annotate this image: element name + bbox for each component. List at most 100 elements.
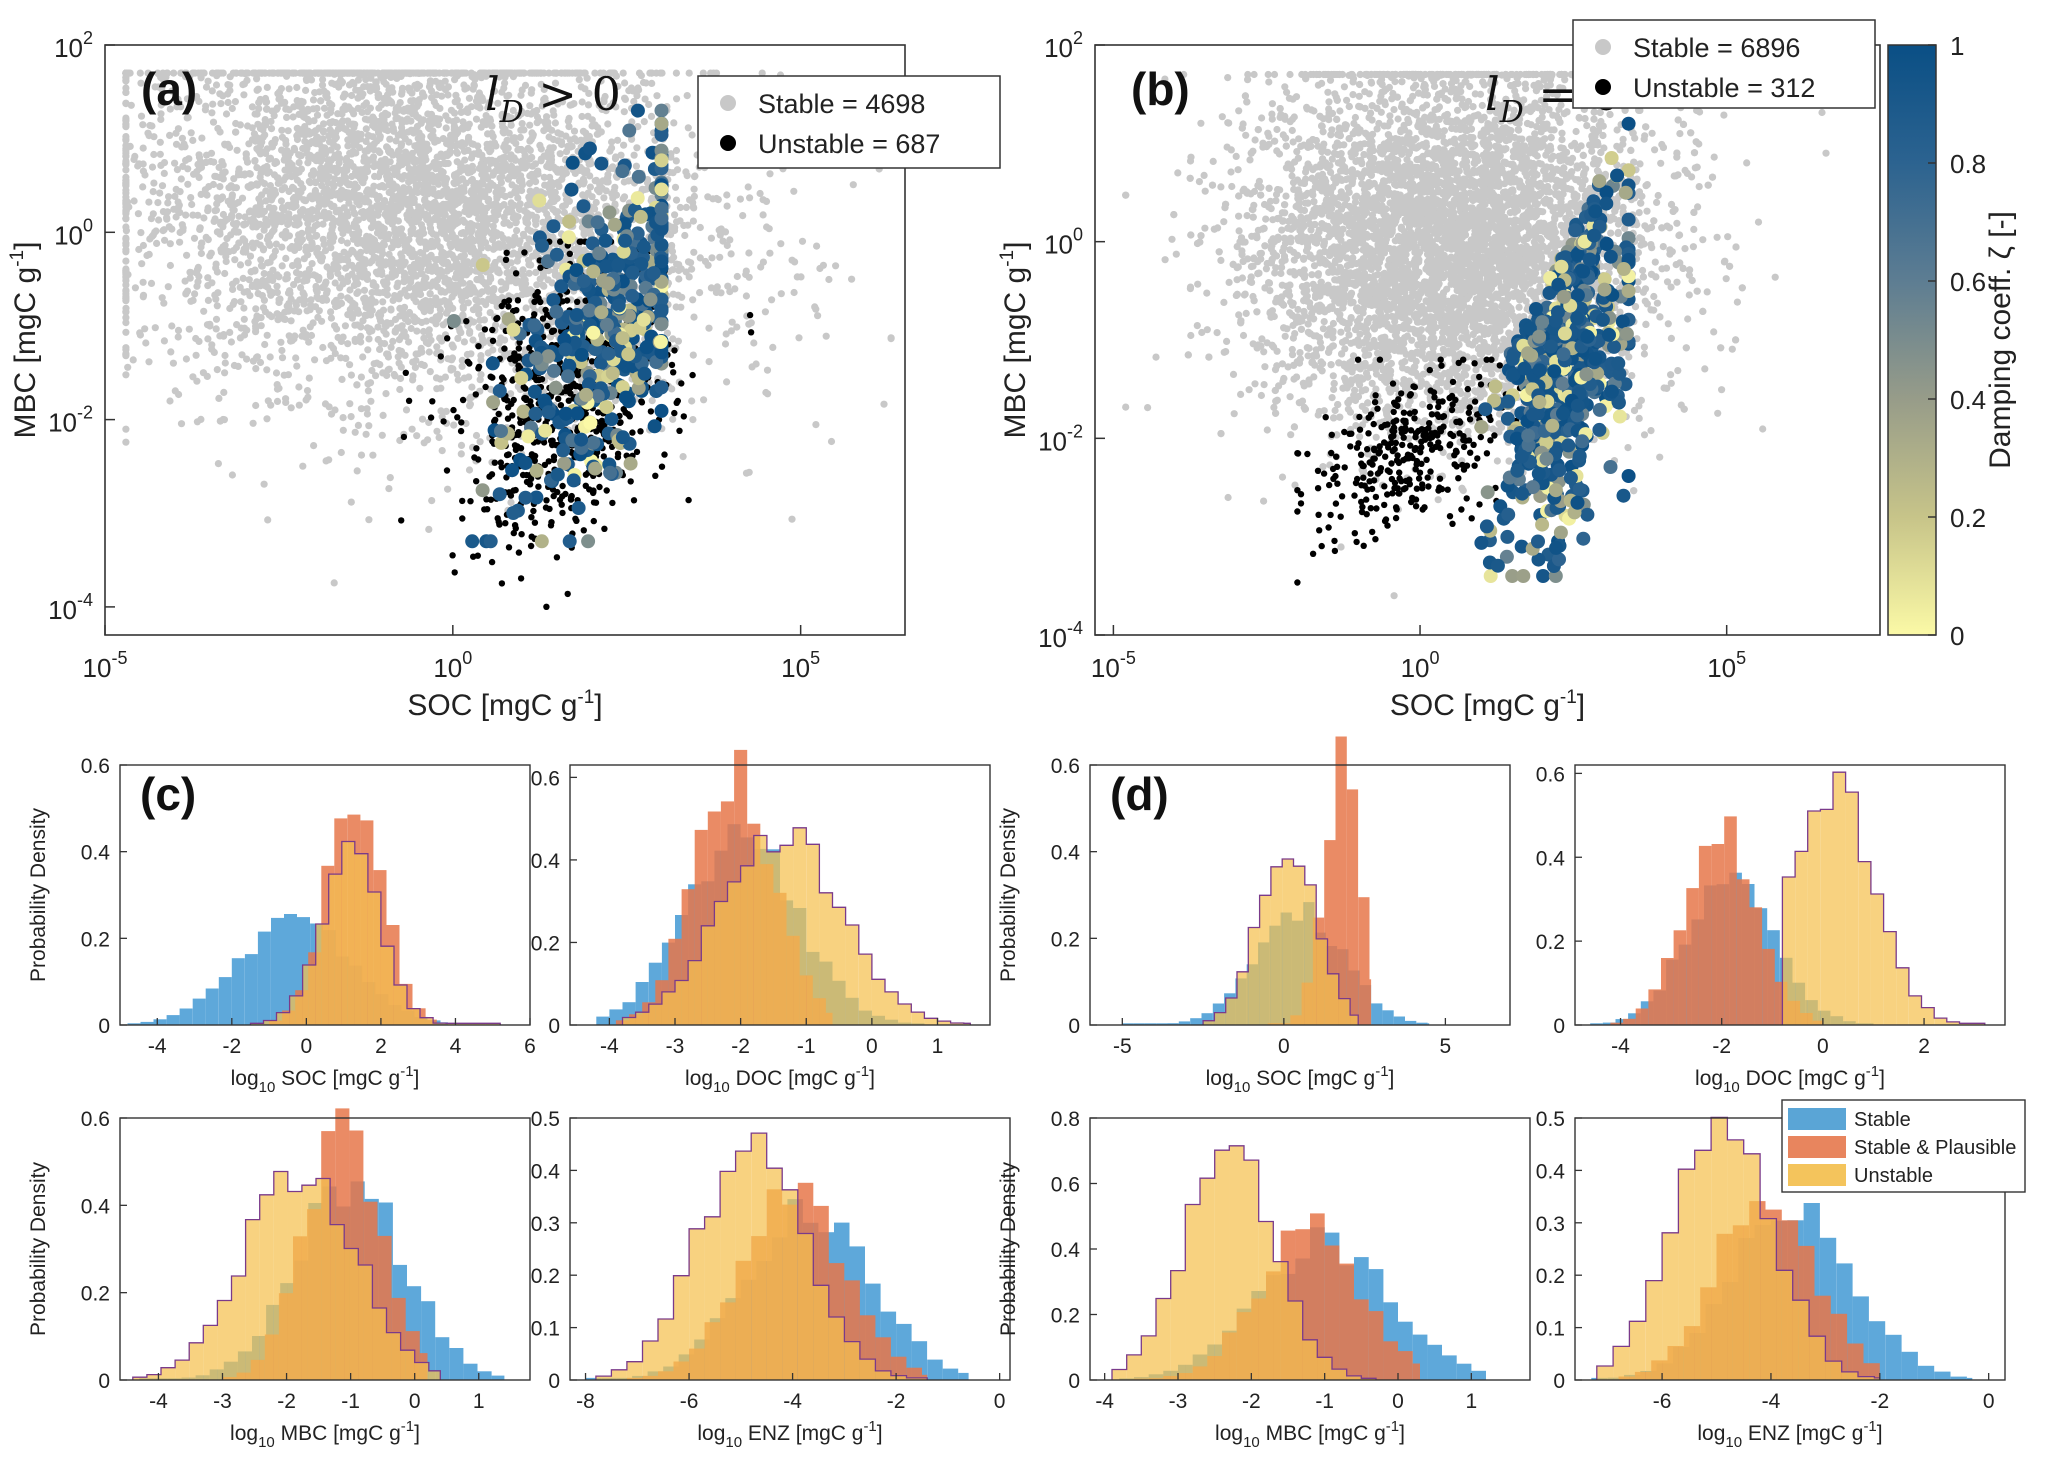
scatter-point-stable <box>143 251 151 260</box>
scatter-point-stable <box>761 308 770 316</box>
scatter-point-stable <box>444 485 452 493</box>
scatter-point-stable <box>479 216 487 224</box>
scatter-point-stable <box>267 125 276 133</box>
scatter-point-stable <box>325 132 333 140</box>
scatter-point-unstable <box>505 544 513 551</box>
scatter-point-stable <box>464 299 472 307</box>
scatter-point-stable <box>409 376 417 384</box>
scatter-point-stable <box>409 103 417 111</box>
scatter-point-stable <box>367 397 375 405</box>
scatter-point-stable <box>488 122 496 130</box>
scatter-point-stable <box>242 69 250 77</box>
scatter-point-stable <box>365 516 373 524</box>
scatter-point-stable <box>426 218 434 226</box>
scatter-point-stable <box>285 214 293 223</box>
scatter-point-stable <box>500 213 508 221</box>
scatter-point-stable <box>366 104 374 112</box>
scatter-point-stable <box>721 340 730 348</box>
scatter-point-stable <box>592 198 600 207</box>
scatter-point-stable <box>515 240 523 248</box>
scatter-point-stable <box>370 360 378 368</box>
scatter-point-stable <box>286 166 294 174</box>
scatter-point-stable <box>377 339 385 347</box>
scatter-point-stable <box>461 196 469 204</box>
scatter-point-stable <box>248 136 257 144</box>
scatter-point-stable <box>365 198 373 206</box>
scatter-point-stable <box>286 202 294 210</box>
scatter-point-stable <box>357 338 365 346</box>
scatter-point-stable <box>376 345 384 353</box>
scatter-point-unstable <box>542 504 550 511</box>
scatter-point-stable <box>750 339 758 347</box>
scatter-point-stable <box>674 291 682 299</box>
scatter-point-stable <box>328 226 336 234</box>
scatter-point-stable <box>395 152 403 160</box>
scatter-point-stable <box>689 351 697 359</box>
scatter-point-stable <box>456 262 464 270</box>
scatter-point-stable <box>323 94 331 102</box>
scatter-point-stable <box>345 81 354 89</box>
scatter-point-stable <box>270 226 278 234</box>
scatter-point-stable <box>331 322 339 330</box>
scatter-point-stable <box>887 335 895 343</box>
scatter-point-stable <box>418 132 426 141</box>
scatter-point-stable <box>293 260 301 268</box>
scatter-point-stable <box>510 201 518 210</box>
scatter-point-stable <box>431 263 439 271</box>
scatter-point-stable <box>193 266 202 274</box>
scatter-point-stable <box>183 251 191 259</box>
scatter-point-stable <box>122 77 130 85</box>
scatter-point-stable <box>189 136 197 144</box>
scatter-point-stable <box>525 261 533 269</box>
scatter-point-stable <box>412 272 420 280</box>
scatter-point-stable <box>705 358 713 366</box>
scatter-point-stable <box>790 187 798 195</box>
scatter-point-stable <box>514 146 522 154</box>
scatter-point-stable <box>210 217 218 225</box>
scatter-point-stable <box>354 421 362 429</box>
scatter-point-unstable <box>521 249 528 256</box>
scatter-point-stable <box>221 369 229 377</box>
scatter-point-stable <box>376 289 384 297</box>
scatter-point-stable <box>635 69 644 77</box>
scatter-point-stable <box>688 131 696 139</box>
scatter-point-stable <box>688 265 696 273</box>
scatter-point-stable <box>420 280 428 288</box>
scatter-point-stable <box>168 225 176 233</box>
scatter-point-stable <box>630 151 638 159</box>
scatter-point-stable <box>336 206 344 214</box>
scatter-point-stable <box>457 450 465 458</box>
scatter-point-stable <box>341 322 349 330</box>
scatter-point-stable <box>442 309 451 317</box>
scatter-point-stable <box>723 191 731 199</box>
scatter-point-stable <box>461 156 469 164</box>
scatter-point-stable <box>347 413 355 421</box>
scatter-point-stable <box>370 163 378 171</box>
scatter-point-stable <box>212 206 220 214</box>
scatter-point-stable <box>387 305 395 313</box>
scatter-point-stable <box>252 305 260 313</box>
scatter-point-stable <box>250 210 258 218</box>
scatter-point-stable <box>321 280 329 288</box>
scatter-point-stable <box>458 142 466 150</box>
scatter-point-stable <box>422 210 430 218</box>
scatter-point-stable <box>428 497 436 505</box>
scatter-point-stable <box>214 289 222 297</box>
scatter-point-stable <box>596 183 604 191</box>
scatter-point-stable <box>249 244 257 252</box>
scatter-point-stable <box>822 332 830 340</box>
scatter-point-stable <box>292 354 300 362</box>
scatter-point-unstable <box>671 409 678 417</box>
scatter-point-stable <box>354 230 362 239</box>
scatter-point-stable <box>795 334 803 342</box>
scatter-point-stable <box>418 415 427 423</box>
scatter-point-stable <box>411 284 419 292</box>
scatter-point-stable <box>351 210 359 218</box>
scatter-point-stable <box>498 286 506 294</box>
scatter-point-stable <box>359 353 367 361</box>
scatter-point-stable <box>314 69 322 77</box>
scatter-point-stable <box>279 204 287 212</box>
scatter-point-stable <box>533 169 541 177</box>
scatter-point-stable <box>330 579 338 587</box>
